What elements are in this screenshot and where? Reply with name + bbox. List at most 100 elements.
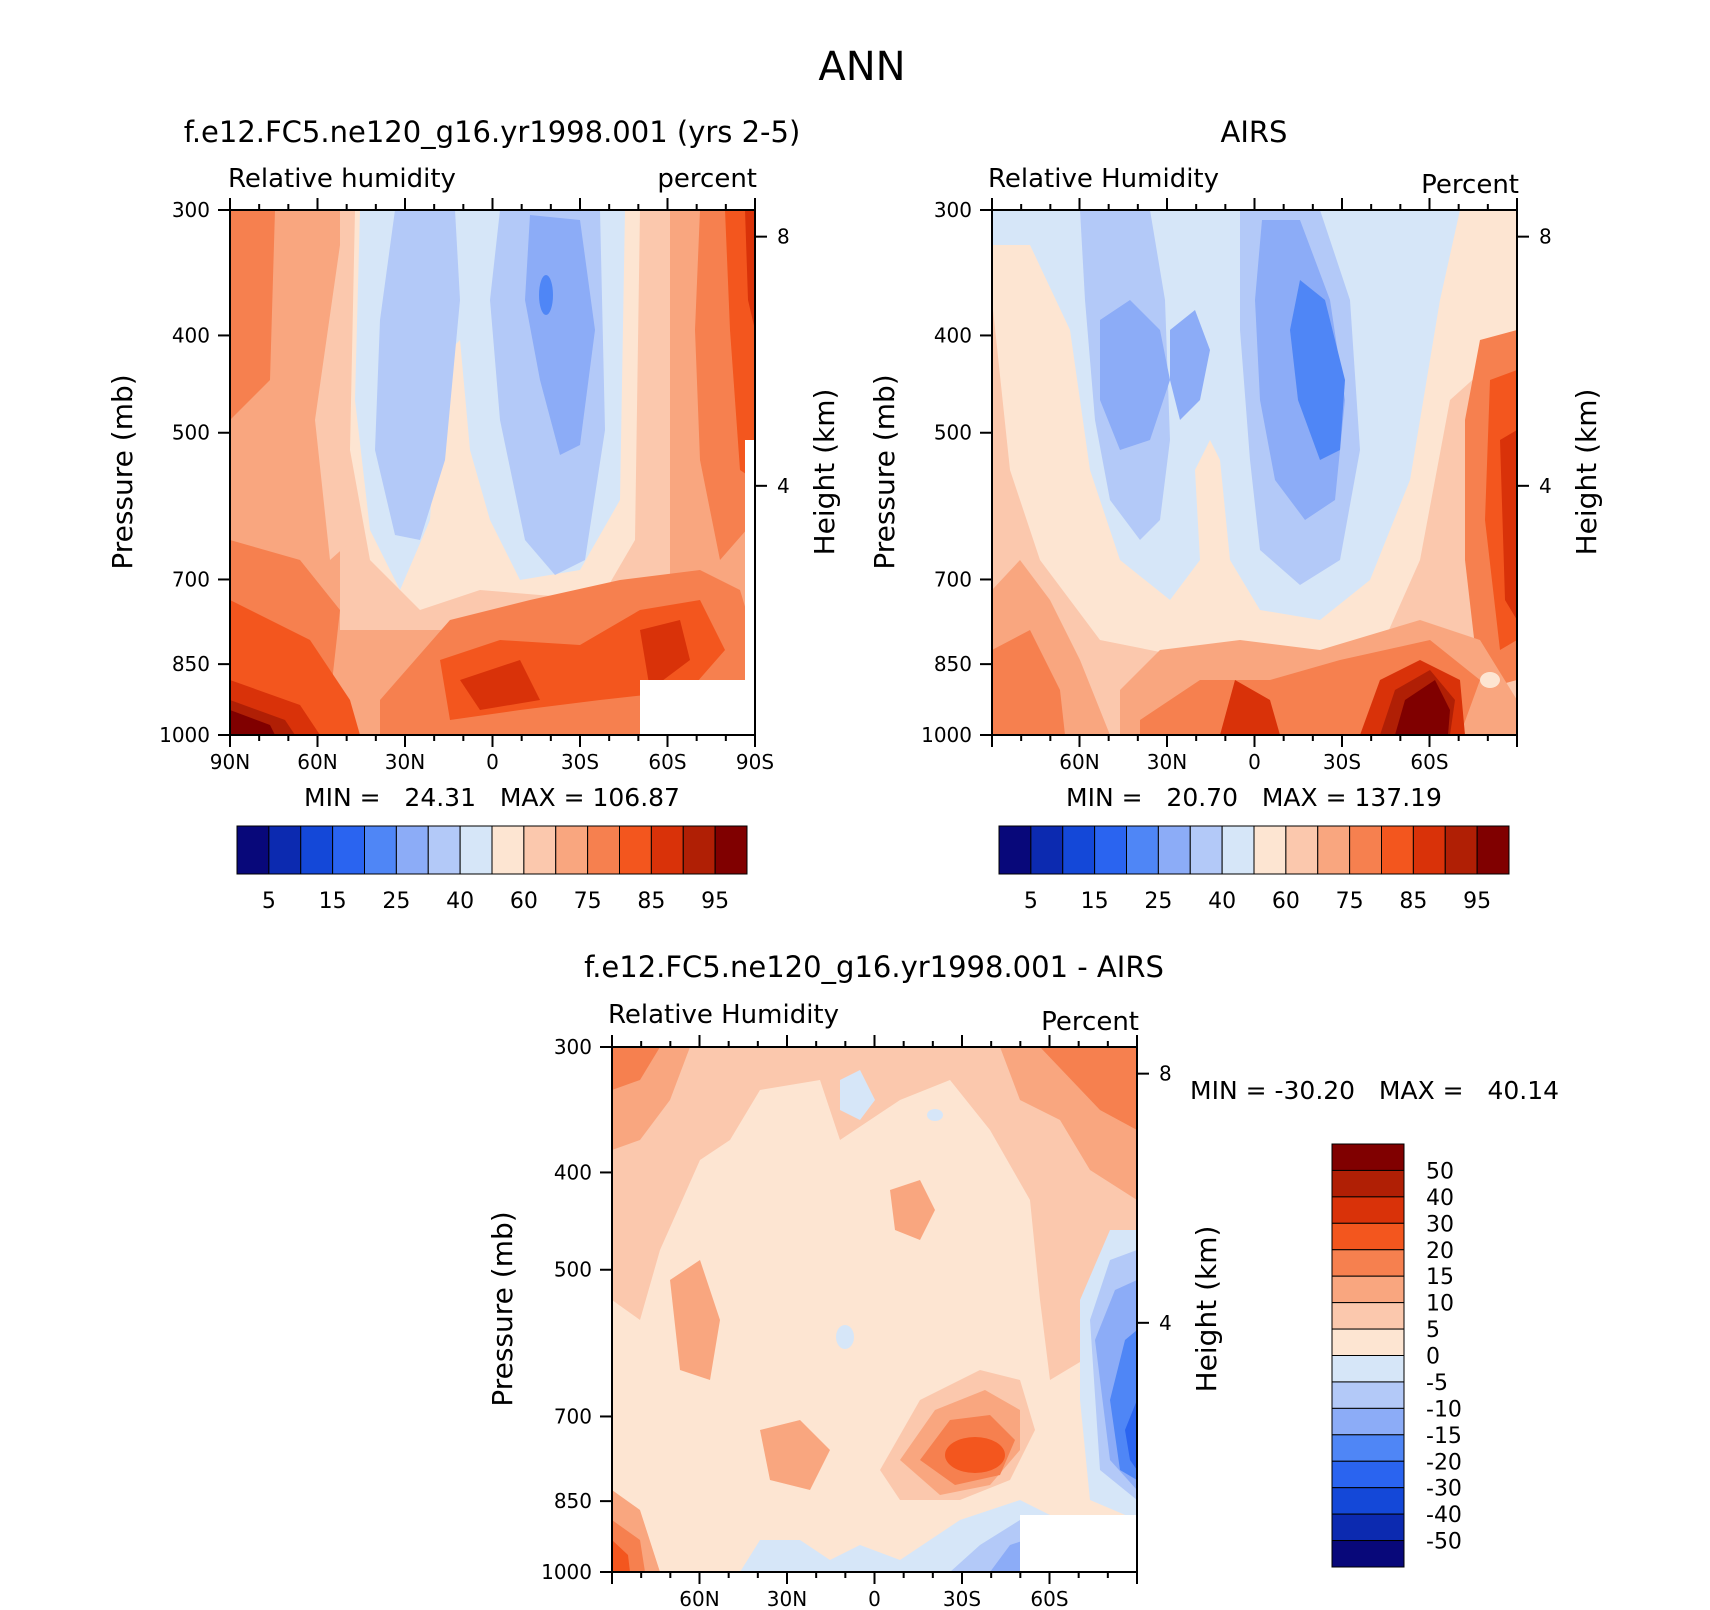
colorbar-swatch: [1062, 825, 1096, 875]
x-tick-label: 30S: [561, 750, 599, 774]
x-tick-label: 90N: [210, 750, 250, 774]
colorbar-label: 50: [1426, 1159, 1454, 1184]
colorbar-swatch: [1331, 1355, 1405, 1383]
panel-diff-contour-field: [612, 1047, 1137, 1572]
colorbar-label: 25: [1144, 889, 1172, 914]
panel-diff-ylabel: Pressure (mb): [486, 1211, 519, 1406]
x-tick-label: 30S: [1323, 750, 1361, 774]
colorbar-label: 15: [1426, 1265, 1454, 1290]
panel-diff-title: f.e12.FC5.ne120_g16.yr1998.001 - AIRS: [584, 950, 1164, 984]
height-tick-label: 4: [1159, 1311, 1172, 1335]
colorbar-label: 5: [262, 889, 276, 914]
colorbar-label: 85: [1399, 889, 1427, 914]
colorbar-swatch: [1331, 1407, 1405, 1436]
colorbar-swatch: [1253, 825, 1287, 875]
panel-airs: AIRS Relative Humidity Percent: [868, 115, 1603, 914]
colorbar-swatch: [1331, 1196, 1405, 1224]
colorbar-label: -5: [1426, 1371, 1448, 1396]
x-tick-label: 60N: [679, 1587, 719, 1610]
colorbar-label: 95: [701, 889, 729, 914]
colorbar-swatch: [1331, 1275, 1405, 1304]
y-tick-label: 1000: [541, 1560, 592, 1584]
colorbar-label: 60: [510, 889, 538, 914]
colorbar-swatch: [1030, 825, 1064, 875]
colorbar-swatch: [1331, 1540, 1405, 1568]
y-tick-label: 700: [172, 567, 210, 591]
y-tick-label: 700: [554, 1404, 592, 1428]
x-tick-label: 60N: [297, 750, 337, 774]
x-tick-label: 0: [486, 750, 499, 774]
panel-airs-ylabel: Pressure (mb): [868, 374, 901, 569]
colorbar-swatch: [236, 825, 270, 875]
height-tick-label: 8: [1539, 225, 1552, 249]
colorbar-swatch: [714, 825, 748, 875]
colorbar-swatch: [1331, 1169, 1405, 1198]
colorbar-swatch: [1126, 825, 1159, 875]
colorbar-swatch: [268, 825, 302, 875]
x-tick-label: 90S: [736, 750, 774, 774]
y-tick-label: 850: [172, 652, 210, 676]
colorbar-swatch: [650, 825, 684, 875]
colorbar-swatch: [1157, 825, 1191, 875]
colorbar-label: 15: [1081, 889, 1109, 914]
x-tick-label: 60S: [1410, 750, 1448, 774]
colorbar-label: -30: [1426, 1477, 1462, 1502]
panel-airs-colorbar: 5 15 25 40 60 75 85 95: [998, 825, 1510, 914]
y-tick-label: 500: [554, 1258, 592, 1282]
height-tick-label: 4: [777, 474, 790, 498]
colorbar-swatch: [1412, 825, 1446, 875]
colorbar-label: 75: [574, 889, 602, 914]
panel-diff-minmax: MIN = -30.20 MAX = 40.14: [1190, 1076, 1559, 1105]
colorbar-swatch: [1331, 1487, 1405, 1515]
colorbar-swatch: [1189, 825, 1223, 875]
colorbar-swatch: [1331, 1222, 1405, 1251]
colorbar-swatch: [1285, 825, 1319, 875]
panel-airs-subtitle-left: Relative Humidity: [988, 164, 1219, 194]
colorbar-swatch: [998, 825, 1032, 875]
y-tick-label: 850: [554, 1489, 592, 1513]
panel-model-subtitle-right: percent: [657, 164, 757, 194]
colorbar-label: 30: [1426, 1212, 1454, 1237]
colorbar-swatch: [555, 825, 589, 875]
y-tick-label: 500: [934, 421, 972, 445]
height-tick-label: 8: [777, 225, 790, 249]
colorbar-swatch: [1331, 1513, 1405, 1542]
colorbar-label: 0: [1426, 1345, 1440, 1370]
colorbar-swatch: [619, 825, 652, 875]
colorbar-swatch: [587, 825, 620, 875]
panel-airs-title: AIRS: [1221, 115, 1288, 149]
panel-model-colorbar: 5 15 25 40 60 75 85 95: [236, 825, 748, 914]
colorbar-swatch: [1331, 1302, 1405, 1330]
colorbar-label: -10: [1426, 1397, 1462, 1422]
colorbar-swatch: [1317, 825, 1351, 875]
panel-diff-subtitle-right: Percent: [1041, 1007, 1139, 1037]
y-tick-label: 400: [554, 1160, 592, 1184]
x-tick-label: 60N: [1059, 750, 1099, 774]
colorbar-label: 40: [1208, 889, 1236, 914]
panel-diff-axes: 300 400 500 700 850 1000 8 4 60N 30N 0 30S 60S: [541, 1035, 1172, 1610]
colorbar-swatch: [1349, 825, 1382, 875]
colorbar-swatch: [1331, 1143, 1405, 1171]
colorbar-label: 25: [382, 889, 410, 914]
colorbar-label: -15: [1426, 1424, 1462, 1449]
colorbar-label: -20: [1426, 1450, 1462, 1475]
panel-model-ylabel-right: Height (km): [808, 389, 841, 556]
y-tick-label: 300: [934, 198, 972, 222]
colorbar-label: 15: [319, 889, 347, 914]
panel-diff-subtitle-left: Relative Humidity: [608, 1000, 839, 1030]
panel-model: f.e12.FC5.ne120_g16.yr1998.001 (yrs 2-5)…: [106, 115, 841, 914]
y-tick-label: 1000: [159, 723, 210, 747]
panel-diff: f.e12.FC5.ne120_g16.yr1998.001 - AIRS Re…: [486, 950, 1559, 1610]
colorbar-label: 85: [637, 889, 665, 914]
y-tick-label: 300: [172, 198, 210, 222]
x-tick-label: 30N: [385, 750, 425, 774]
colorbar-swatch: [395, 825, 429, 875]
colorbar-swatch: [1331, 1381, 1405, 1409]
colorbar-swatch: [364, 825, 397, 875]
y-tick-label: 700: [934, 567, 972, 591]
colorbar-label: 5: [1426, 1318, 1440, 1343]
colorbar-swatch: [1331, 1460, 1405, 1489]
colorbar-swatch: [491, 825, 525, 875]
